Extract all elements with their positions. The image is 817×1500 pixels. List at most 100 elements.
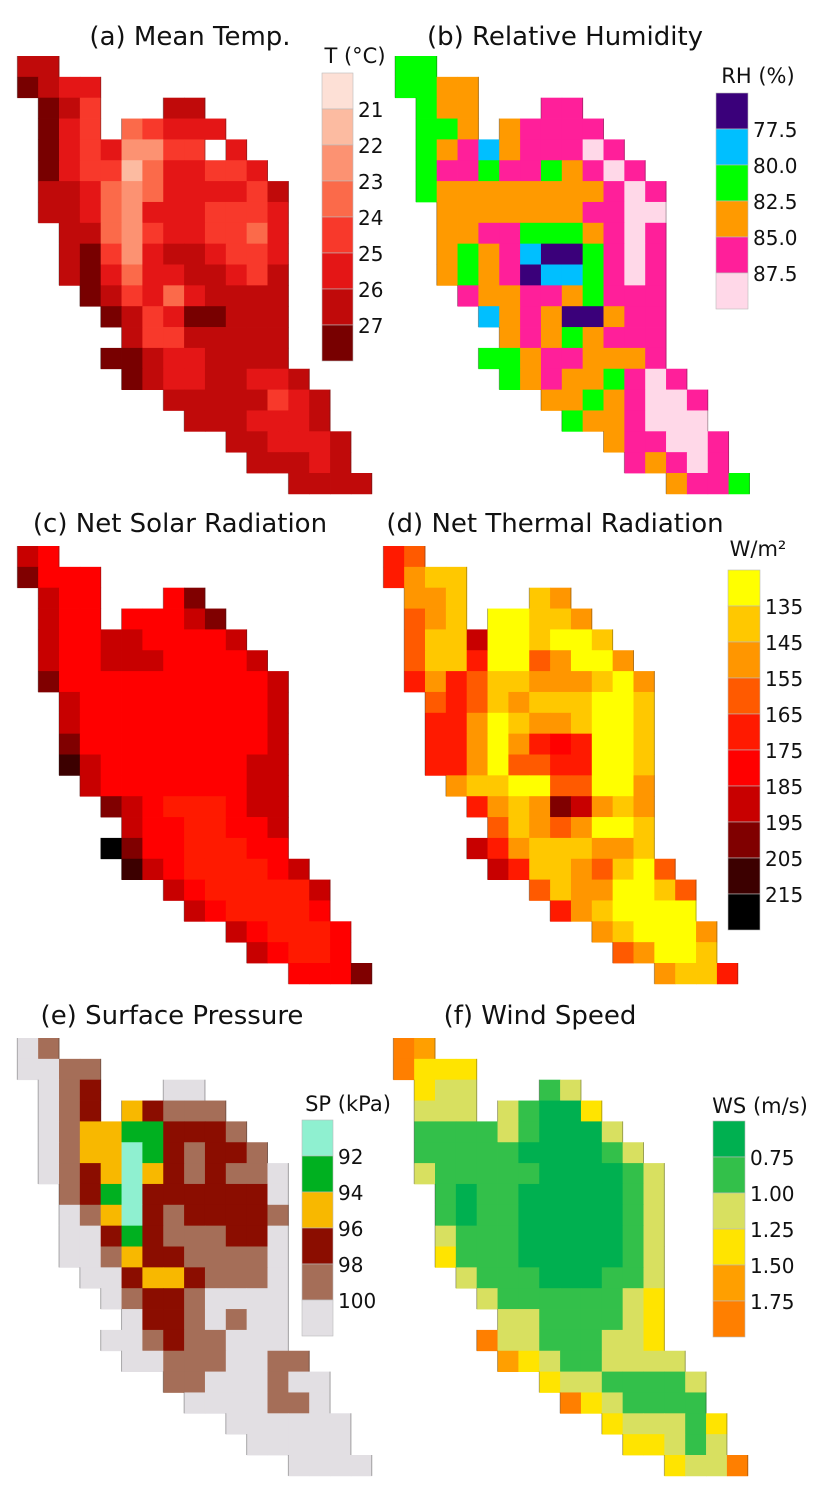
grid-cell [121,160,143,182]
grid-cell [267,1163,289,1185]
grid-cell [550,817,572,839]
grid-cell [59,754,81,776]
grid-cell [457,243,479,265]
grid-cell [643,1434,665,1456]
grid-cell [445,650,468,672]
grid-cell [633,900,655,922]
grid-cell [100,733,122,755]
grid-cell [666,389,688,411]
grid-cell [163,775,185,797]
legend-tick-label: 96 [338,1217,363,1241]
grid-cell [59,139,81,161]
grid-cell [497,1309,519,1331]
grid-cell [518,1204,540,1227]
grid-cell [246,347,268,370]
grid-cell [518,1267,540,1289]
grid-cell [204,1392,227,1414]
grid-cell [267,1267,289,1289]
grid-cell [622,1183,644,1206]
grid-cell [643,1309,665,1331]
grid-cell [225,900,248,922]
legend-tick-label: 24 [358,206,383,230]
grid-cell [184,817,206,839]
legend-swatch [727,749,761,787]
grid-cell [539,1121,561,1143]
map-cells [393,1038,749,1477]
grid-cell [59,1163,81,1185]
grid-cell [436,118,458,140]
legend-swatch [727,641,761,679]
grid-cell [204,879,227,901]
grid-cell [142,1350,164,1372]
legend-swatch [321,72,354,110]
grid-cell [204,327,227,349]
grid-cell [163,1225,185,1247]
grid-cell [425,650,447,672]
grid-cell [487,712,509,735]
grid-cell [184,368,206,390]
grid-cell [612,858,634,880]
grid-cell [267,347,289,370]
grid-cell [601,1371,624,1393]
grid-cell [499,181,521,203]
legend-tick-label: 0.75 [750,1146,795,1170]
grid-cell [603,264,625,286]
grid-cell [59,181,81,203]
grid-cell [383,546,405,568]
legend-tick-label: 27 [358,314,383,338]
grid-cell [79,97,102,119]
legend-tick-label: 21 [358,98,383,122]
grid-cell [560,1392,582,1414]
grid-cell [540,368,563,390]
grid-cell [246,775,268,797]
grid-cell [499,139,521,161]
grid-cell [163,1309,185,1331]
grid-cell [163,264,185,286]
grid-cell [184,1183,206,1206]
grid-cell [121,222,143,245]
grid-cell [455,1183,478,1206]
grid-cell [550,650,572,672]
grid-cell [246,1183,268,1206]
grid-cell [591,900,614,922]
grid-cell [79,160,102,182]
grid-cell [121,671,143,693]
grid-cell [476,1246,498,1268]
grid-cell [142,243,164,265]
grid-cell [499,118,521,140]
grid-cell [529,796,551,818]
grid-cell [163,1079,185,1101]
grid-cell [540,97,563,119]
legend-tick-label: 195 [765,811,803,835]
grid-cell [478,264,500,286]
grid-cell [466,733,488,755]
grid-cell [455,1058,478,1081]
grid-cell [59,691,81,714]
grid-cell [142,264,164,286]
grid-cell [267,671,289,693]
legend-swatch [715,164,749,202]
grid-cell [38,546,60,568]
legend-tick-label: 80.0 [753,154,798,178]
grid-cell [643,1413,665,1435]
grid-cell [487,608,509,630]
grid-cell [225,389,248,411]
grid-cell [550,608,572,630]
grid-cell [612,796,634,818]
grid-cell [570,650,593,672]
grid-cell [79,1100,102,1122]
map-cells [17,56,373,495]
grid-cell [476,1163,498,1185]
grid-cell [163,733,185,755]
grid-cell [184,1079,206,1101]
grid-cell [225,285,248,307]
grid-cell [624,389,646,411]
legend-swatch [727,893,761,931]
grid-cell [330,1434,352,1456]
grid-cell [142,837,164,860]
grid-cell [288,1455,310,1477]
grid-cell [415,139,438,161]
grid-cell [121,264,143,286]
grid-cell [622,1392,644,1414]
